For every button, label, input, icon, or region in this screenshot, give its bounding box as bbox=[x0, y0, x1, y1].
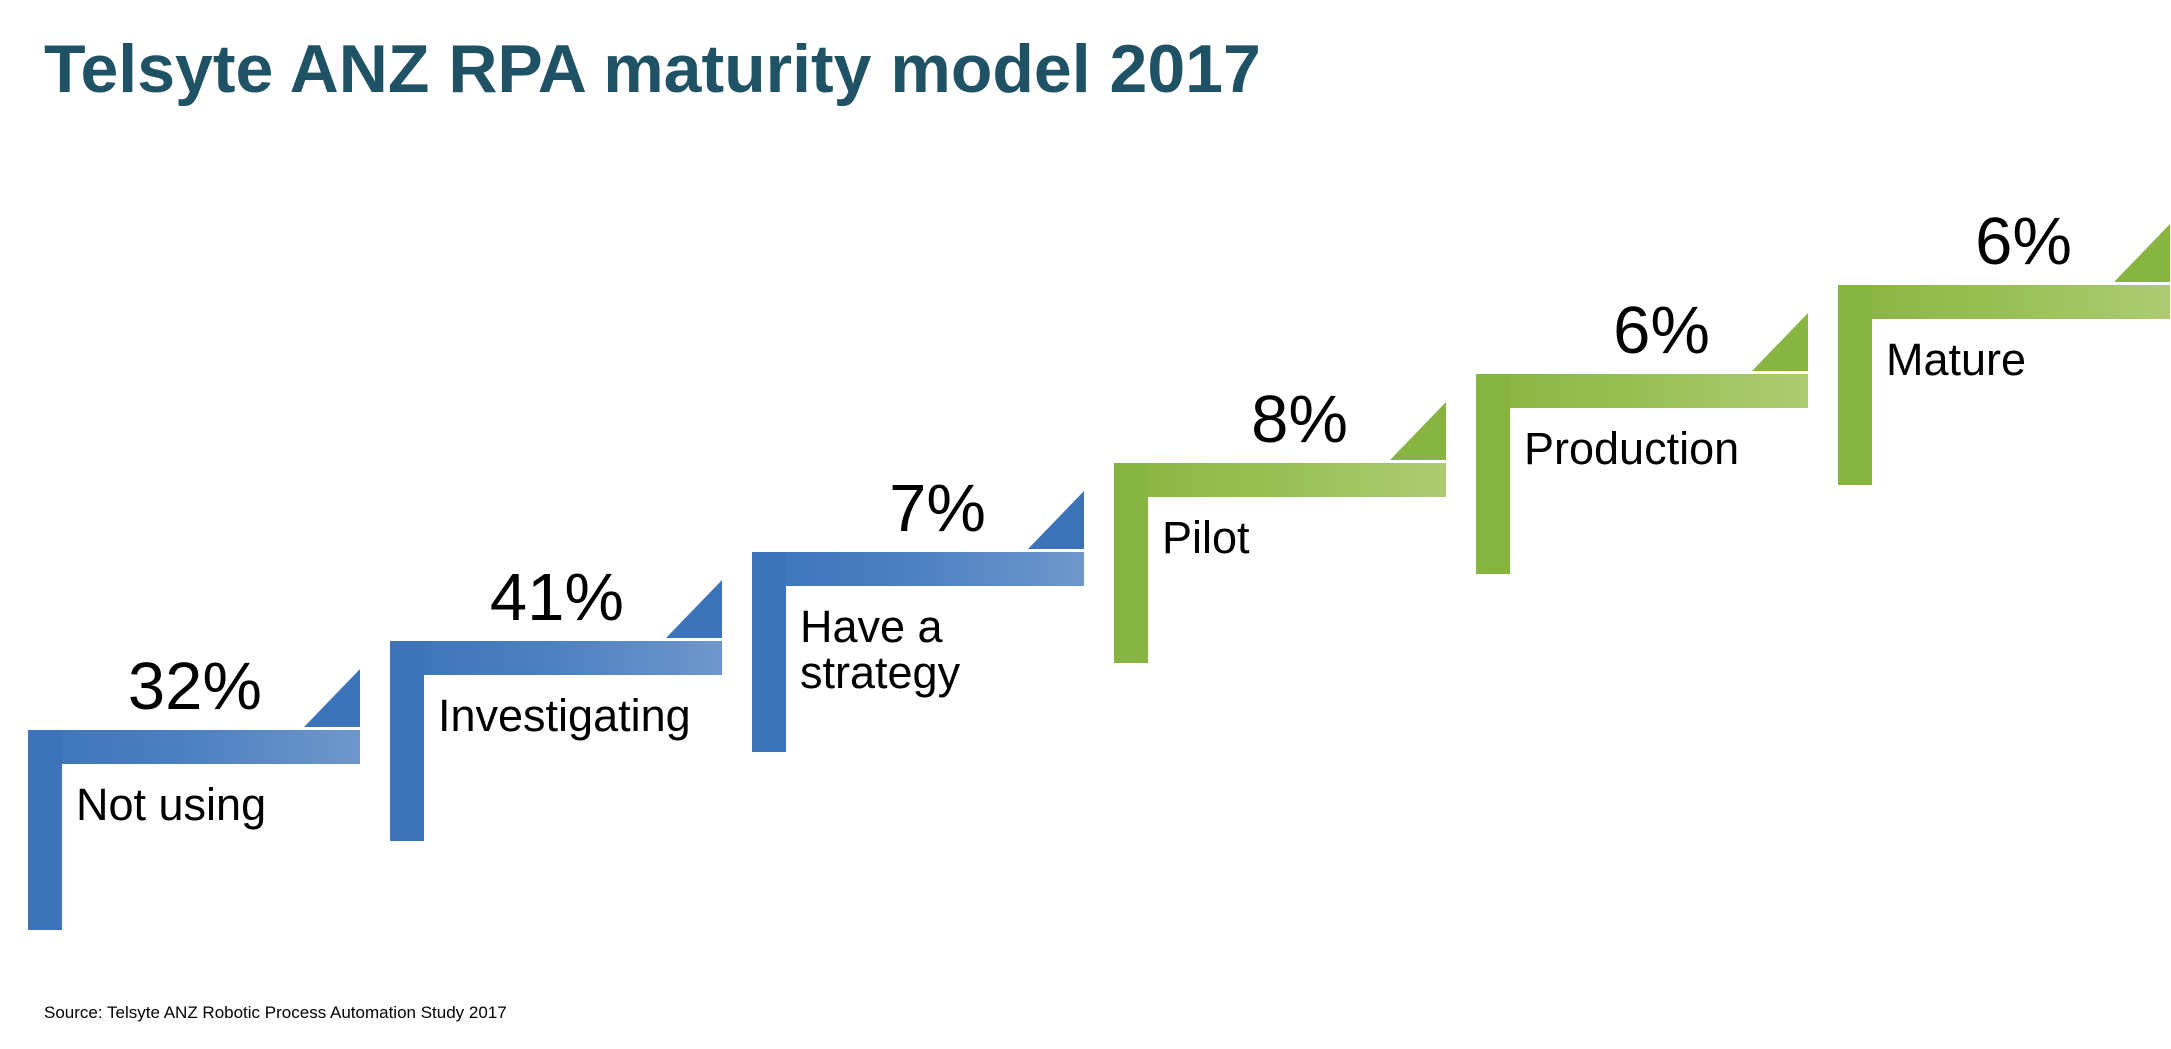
source-note: Source: Telsyte ANZ Robotic Process Auto… bbox=[44, 1003, 507, 1022]
step-percent: 41% bbox=[489, 560, 624, 635]
step-percent: 6% bbox=[1613, 293, 1710, 368]
step-riser bbox=[1838, 285, 1872, 485]
step-label: Mature bbox=[1886, 334, 2027, 385]
step-bar bbox=[1114, 463, 1446, 497]
arrow-triangle-icon bbox=[2114, 224, 2170, 282]
step-label: Investigating bbox=[438, 690, 691, 741]
step-riser bbox=[28, 730, 62, 930]
step-bar bbox=[752, 552, 1084, 586]
page-title: Telsyte ANZ RPA maturity model 2017 bbox=[44, 31, 1261, 107]
step-riser bbox=[1114, 463, 1148, 663]
step-mature: 6% Mature bbox=[1838, 145, 2170, 485]
step-percent: 8% bbox=[1251, 382, 1348, 457]
arrow-triangle-icon bbox=[304, 669, 360, 727]
step-investigating: 41% Investigating bbox=[390, 501, 722, 841]
step-bar bbox=[28, 730, 360, 764]
step-riser bbox=[1476, 374, 1510, 574]
step-riser bbox=[752, 552, 786, 752]
arrow-triangle-icon bbox=[666, 580, 722, 638]
arrow-triangle-icon bbox=[1752, 313, 1808, 371]
arrow-triangle-icon bbox=[1390, 402, 1446, 460]
arrow-triangle-icon bbox=[1028, 491, 1084, 549]
step-label: Not using bbox=[76, 779, 267, 830]
step-label: Have a strategy bbox=[800, 601, 961, 698]
step-label: Production bbox=[1524, 423, 1740, 474]
step-bar bbox=[1838, 285, 2170, 319]
step-bar bbox=[390, 641, 722, 675]
step-have-a-strategy: 7% Have a strategy bbox=[752, 412, 1084, 752]
step-percent: 7% bbox=[889, 471, 986, 546]
step-percent: 32% bbox=[127, 649, 262, 724]
step-riser bbox=[390, 641, 424, 841]
step-production: 6% Production bbox=[1476, 234, 1808, 574]
step-not-using: 32% Not using bbox=[28, 590, 360, 930]
step-label: Pilot bbox=[1162, 512, 1250, 563]
step-pilot: 8% Pilot bbox=[1114, 323, 1446, 663]
step-bar bbox=[1476, 374, 1808, 408]
step-percent: 6% bbox=[1975, 204, 2072, 279]
